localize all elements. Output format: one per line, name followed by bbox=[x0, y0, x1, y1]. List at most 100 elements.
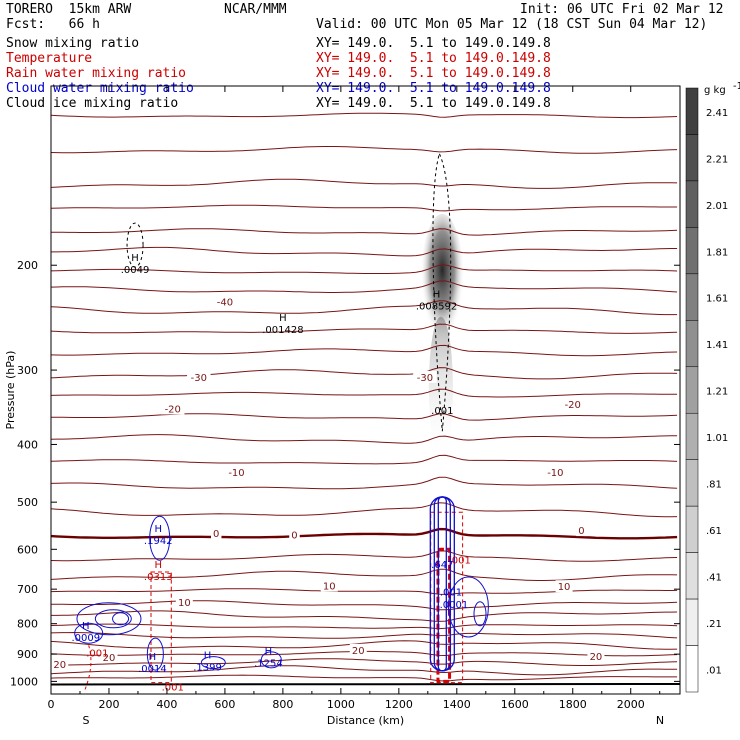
isotherm-label-bg bbox=[289, 528, 300, 541]
isotherm-label: -20 bbox=[165, 404, 181, 415]
field-xy-cloud-water: XY= 149.0. 5.1 to 149.0.149.8 bbox=[316, 81, 551, 96]
isotherm-line bbox=[51, 246, 678, 257]
extremum-mark: H bbox=[204, 651, 212, 662]
extremum-value: .0001 bbox=[440, 600, 469, 611]
isotherm-line bbox=[50, 527, 678, 540]
x-tick-label: 2000 bbox=[617, 698, 645, 711]
isotherm-line bbox=[50, 344, 678, 357]
snow-plume-tail bbox=[428, 316, 453, 457]
extremum-mark: H bbox=[131, 253, 139, 264]
x-end-label-right: N bbox=[656, 714, 664, 727]
field-name-rain: Rain water mixing ratio bbox=[6, 66, 187, 81]
cloud-water-contour bbox=[94, 609, 132, 629]
isotherm-label-bg bbox=[576, 524, 587, 537]
model-title: TORERO 15km ARW bbox=[6, 2, 132, 17]
colorbar-swatch bbox=[685, 505, 699, 553]
y-tick-label: 900 bbox=[17, 648, 38, 661]
isotherm-line bbox=[50, 204, 678, 212]
isotherm-label-bg bbox=[187, 370, 211, 383]
isotherm-label: 20 bbox=[590, 652, 603, 663]
isotherm-line bbox=[50, 112, 678, 119]
isotherm-label: 0 bbox=[213, 529, 219, 540]
x-tick-label: 0 bbox=[48, 698, 55, 711]
isotherm-label-bg bbox=[320, 579, 338, 592]
temperature-contours bbox=[50, 112, 681, 686]
x-end-label-left: S bbox=[83, 714, 90, 727]
colorbar-swatch bbox=[685, 227, 699, 275]
colorbar-label: .41 bbox=[706, 572, 722, 583]
extremum-value: .001 bbox=[86, 648, 108, 659]
colorbar-label: 2.01 bbox=[706, 201, 728, 212]
extremum-value: .001 bbox=[162, 683, 184, 694]
init-time: Init: 06 UTC Fri 02 Mar 12 bbox=[520, 2, 724, 17]
extremum-value: .008592 bbox=[416, 301, 457, 312]
isotherm-label: 0 bbox=[578, 526, 584, 537]
colorbar-swatch bbox=[685, 87, 699, 135]
isotherm-line bbox=[51, 600, 678, 611]
colorbar-label: .21 bbox=[706, 619, 722, 630]
field-name-cloud-water: Cloud water mixing ratio bbox=[6, 81, 194, 96]
x-tick-label: 1600 bbox=[501, 698, 529, 711]
extremum-value: .001 bbox=[440, 587, 462, 598]
colorbar-unit: g kg bbox=[704, 85, 726, 96]
field-name-snow: Snow mixing ratio bbox=[6, 36, 140, 51]
cloud-water-contour bbox=[146, 637, 164, 671]
cloud-water-column bbox=[429, 496, 455, 672]
cloud-water-contour bbox=[473, 601, 487, 627]
colorbar-swatch bbox=[685, 459, 699, 507]
isotherm-label-bg bbox=[51, 658, 69, 671]
cloud-water-contour bbox=[149, 515, 171, 561]
isotherm-line bbox=[50, 502, 678, 518]
isotherm-label-bg bbox=[349, 643, 367, 656]
isotherm-label: -30 bbox=[191, 373, 207, 384]
cloud-water-contour bbox=[112, 612, 130, 626]
extremum-value: .001428 bbox=[262, 325, 303, 336]
cloud-water-contour bbox=[74, 622, 104, 644]
y-tick-label: 300 bbox=[17, 364, 38, 377]
extremum-value: .1399 bbox=[193, 663, 222, 674]
rain-column-left bbox=[150, 571, 172, 684]
ground-line bbox=[50, 682, 681, 686]
axes: 0 200 400 600 800 1000 1200 1400 1600 1800 2000200… bbox=[4, 85, 681, 727]
colorbar-label: .01 bbox=[706, 665, 722, 676]
isotherm-label: -20 bbox=[565, 400, 581, 411]
extremum-value: .001 bbox=[431, 406, 453, 417]
colorbar-swatch bbox=[685, 598, 699, 646]
isotherm-line bbox=[51, 228, 678, 236]
extremum-mark: H bbox=[154, 524, 162, 535]
isotherm-label-bg bbox=[561, 397, 585, 410]
colorbar-label: 1.21 bbox=[706, 387, 728, 398]
isotherm-line bbox=[50, 658, 678, 666]
x-tick-label: 1000 bbox=[327, 698, 355, 711]
isotherm-line bbox=[50, 434, 678, 444]
x-tick-label: 1800 bbox=[559, 698, 587, 711]
extremum-mark: H bbox=[149, 652, 157, 663]
extremum-value: .0049 bbox=[121, 265, 150, 276]
colorbar-swatch bbox=[685, 552, 699, 600]
isotherm-line bbox=[50, 550, 678, 562]
isotherm-label: -10 bbox=[228, 468, 244, 479]
isotherm-label: 10 bbox=[178, 598, 191, 609]
colorbar-label: 1.61 bbox=[706, 294, 728, 305]
cloud-ice-contour bbox=[126, 222, 144, 268]
y-axis-label: Pressure (hPa) bbox=[4, 351, 17, 430]
extremum-value: .1942 bbox=[144, 536, 173, 547]
isotherm-line bbox=[50, 568, 678, 581]
colorbar-label: 2.21 bbox=[706, 154, 728, 165]
field-xy-rain: XY= 149.0. 5.1 to 149.0.149.8 bbox=[316, 66, 551, 81]
isotherm-line bbox=[50, 588, 678, 595]
isotherm-line bbox=[51, 610, 678, 622]
x-axis-label: Distance (km) bbox=[327, 714, 404, 727]
extremum-mark: H bbox=[82, 621, 90, 632]
isotherm-line bbox=[50, 623, 678, 630]
y-tick-label: 600 bbox=[17, 543, 38, 556]
isotherm-line bbox=[50, 178, 678, 189]
isotherm-label: 10 bbox=[558, 582, 571, 593]
extremum-value: .647 bbox=[431, 560, 453, 571]
ice-contours bbox=[126, 152, 452, 432]
isotherm-label-bg bbox=[224, 466, 249, 479]
isotherm-line bbox=[50, 367, 678, 380]
colorbar-unit-exponent: -1 bbox=[733, 81, 740, 92]
cloud-water-contour bbox=[260, 651, 282, 669]
isotherm-label: -10 bbox=[547, 468, 563, 479]
